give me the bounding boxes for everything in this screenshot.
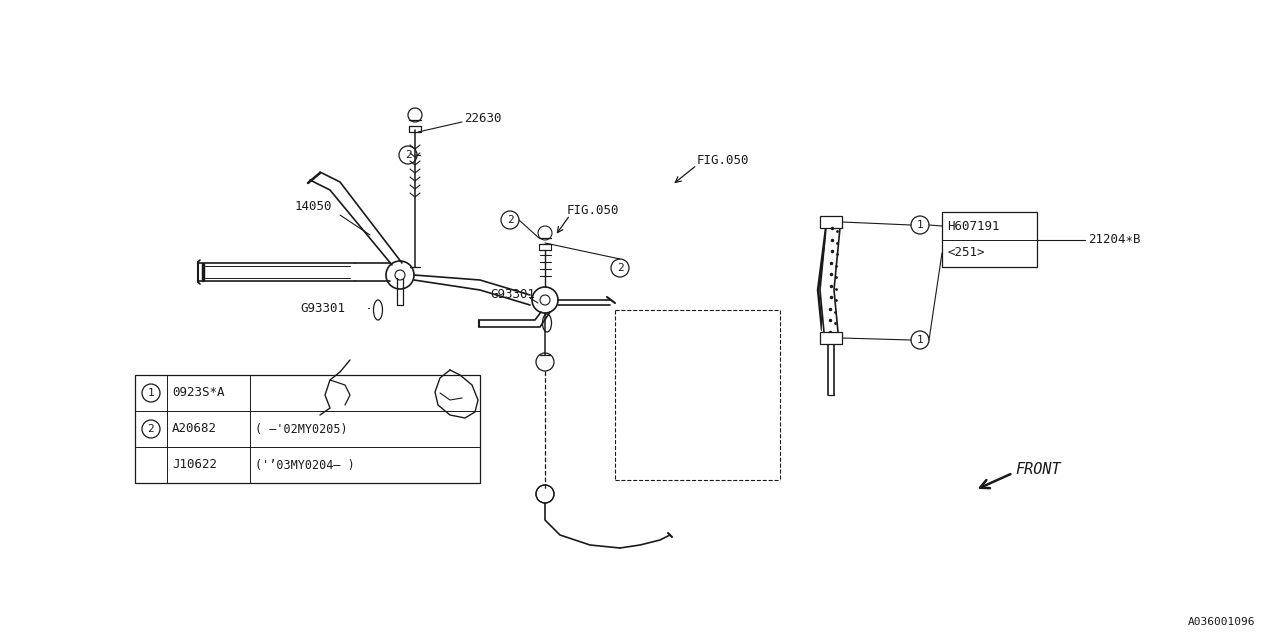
Text: 0923S*A: 0923S*A [172,387,224,399]
Text: 1: 1 [916,220,923,230]
Text: 14050: 14050 [294,200,333,214]
Text: 2: 2 [404,150,411,160]
Text: 22630: 22630 [465,111,502,125]
Text: A20682: A20682 [172,422,218,435]
Text: J10622: J10622 [172,458,218,472]
Text: A036001096: A036001096 [1188,617,1254,627]
Text: ( –'02MY0205): ( –'02MY0205) [255,422,348,435]
Text: FIG.050: FIG.050 [567,204,620,216]
Bar [942,212,1037,267]
Text: H607191: H607191 [947,220,1000,232]
Text: 1: 1 [147,388,155,398]
Text: 21204∗B: 21204∗B [1088,233,1140,246]
Text: ('’03MY0204– ): ('’03MY0204– ) [255,458,355,472]
Text: FIG.050: FIG.050 [698,154,750,166]
Text: G93301: G93301 [300,301,346,314]
Text: 2: 2 [507,215,513,225]
Text: 2: 2 [147,424,155,434]
Bar [820,216,842,228]
Text: 2: 2 [617,263,623,273]
Text: <251>: <251> [947,246,984,259]
Text: FRONT: FRONT [1015,463,1061,477]
Bar [820,332,842,344]
Text: 1: 1 [916,335,923,345]
Text: G93301: G93301 [490,289,535,301]
Bar [134,375,480,483]
